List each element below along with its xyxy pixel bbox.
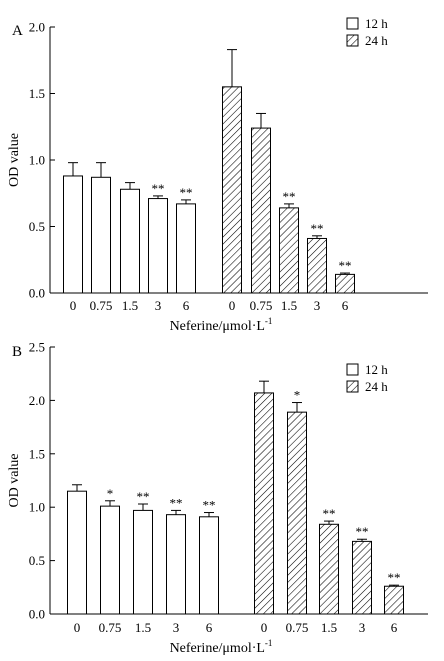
significance-marker: * [294,388,301,403]
significance-marker: ** [170,495,183,510]
bar-12h-2 [133,509,153,615]
bar-12h-2 [120,188,140,294]
panel-label: A [12,23,23,39]
bar-12h-1 [91,176,111,294]
y-tick-label: 2.5 [29,340,45,355]
y-axis-label: OD value [7,453,22,507]
legend-label-12h: 12 h [365,16,388,31]
y-tick-label: 0.0 [29,607,45,622]
significance-marker: ** [311,221,324,236]
x-tick-label: 3 [155,298,162,313]
bar-24h-2 [319,523,339,615]
bar-24h-3 [352,540,372,615]
y-axis-label: OD value [7,133,22,187]
x-tick-label: 3 [359,620,366,635]
x-tick-label: 0.75 [90,298,113,313]
legend-label-24h: 24 h [365,33,388,48]
chart-panel-b: B0.00.51.01.52.02.5OD value0*0.75**1.5**… [7,340,428,656]
x-axis-label-main: Neferine/μmol·L [170,641,265,656]
significance-marker: ** [356,524,369,539]
significance-marker: ** [323,506,336,521]
x-axis-label-superscript: -1 [265,316,273,326]
bar-24h-1 [251,127,271,294]
bar-12h-4 [199,516,219,615]
panel-label: B [12,344,22,360]
legend-swatch-24h [346,34,359,47]
x-tick-label: 6 [342,298,349,313]
significance-marker: ** [388,570,401,585]
x-tick-label: 0 [70,298,77,313]
significance-marker: ** [203,498,216,513]
x-tick-label: 0 [229,298,236,313]
x-tick-label: 1.5 [135,620,151,635]
bar-12h-0 [63,175,83,294]
legend-label-24h: 24 h [365,379,388,394]
bar-24h-4 [335,273,355,294]
legend-swatch-12h [346,363,359,376]
x-axis-label: Neferine/μmol·L-1 [170,316,273,334]
x-tick-label: 0.75 [250,298,273,313]
bar-12h-1 [100,505,120,615]
y-tick-label: 1.5 [29,86,45,101]
x-axis-label: Neferine/μmol·L-1 [170,638,273,656]
x-tick-label: 1.5 [122,298,138,313]
legend-swatch-12h [346,17,359,30]
significance-marker: * [107,486,114,501]
significance-marker: ** [339,258,352,273]
y-tick-label: 1.5 [29,446,45,461]
x-tick-label: 3 [314,298,321,313]
bar-24h-0 [254,392,274,615]
y-tick-label: 0.5 [29,553,45,568]
y-tick-label: 2.0 [29,20,45,35]
bar-24h-4 [384,585,404,615]
y-tick-label: 0.5 [29,219,45,234]
x-tick-label: 1.5 [281,298,297,313]
significance-marker: ** [180,185,193,200]
bar-12h-4 [176,203,196,294]
x-tick-label: 6 [183,298,190,313]
bar-12h-3 [166,514,186,615]
x-tick-label: 6 [391,620,398,635]
x-tick-label: 0.75 [99,620,122,635]
bar-12h-0 [67,490,87,615]
bar-24h-3 [307,237,327,294]
legend-swatch-24h [346,380,359,393]
y-tick-label: 2.0 [29,393,45,408]
x-tick-label: 0.75 [286,620,309,635]
y-tick-label: 0.0 [29,286,45,301]
x-tick-label: 6 [206,620,213,635]
significance-marker: ** [152,181,165,196]
x-tick-label: 0 [74,620,81,635]
x-axis-label-superscript: -1 [265,638,273,648]
x-tick-label: 3 [173,620,180,635]
y-tick-label: 1.0 [29,153,45,168]
bar-12h-3 [148,198,168,294]
legend-label-12h: 12 h [365,362,388,377]
x-tick-label: 0 [261,620,268,635]
significance-marker: ** [137,489,150,504]
bar-24h-2 [279,207,299,294]
significance-marker: ** [283,189,296,204]
x-tick-label: 1.5 [321,620,337,635]
x-axis-label-main: Neferine/μmol·L [170,319,265,334]
bar-24h-1 [287,411,307,615]
y-tick-label: 1.0 [29,500,45,515]
bar-24h-0 [222,86,242,294]
